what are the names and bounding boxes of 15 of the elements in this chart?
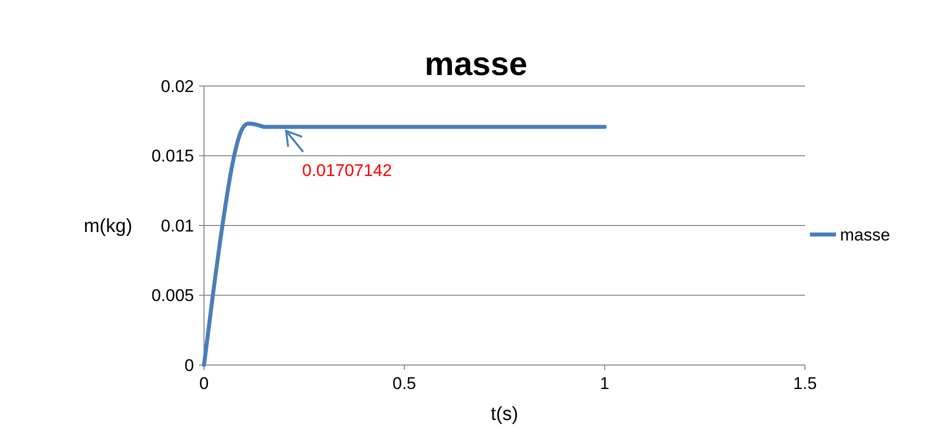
annotation: 0.01707142 [302,160,392,180]
y-tick-label: 0.005 [151,286,194,306]
x-tick-label: 0.5 [392,374,416,393]
y-tick-label: 0.015 [151,146,194,166]
legend-label: masse [840,225,890,244]
y-axis-title: m(kg) [84,216,132,238]
chart-title: masse [424,45,528,82]
y-tick-label: 0.02 [160,76,194,96]
x-axis-title: t(s) [490,404,518,425]
line-series [202,122,607,367]
x-tick-label: 1 [600,374,610,393]
x-tick-label: 1.5 [793,374,817,393]
x-tick-label: 0 [199,374,209,393]
y-tick-label: 0.01 [160,216,194,236]
y-tick-label: 0 [184,356,194,375]
